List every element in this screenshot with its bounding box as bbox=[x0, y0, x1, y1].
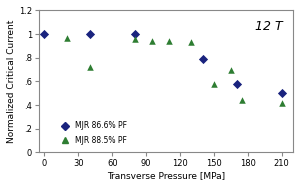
Point bbox=[132, 33, 137, 36]
Point bbox=[87, 66, 92, 69]
Point bbox=[240, 99, 244, 102]
Legend: MJR 86.6% PF, MJR 88.5% PF: MJR 86.6% PF, MJR 88.5% PF bbox=[55, 119, 130, 147]
Point bbox=[166, 40, 171, 43]
Point bbox=[189, 41, 194, 44]
X-axis label: Transverse Pressure [MPa]: Transverse Pressure [MPa] bbox=[107, 171, 225, 180]
Point bbox=[132, 37, 137, 40]
Point bbox=[149, 40, 154, 43]
Point bbox=[229, 68, 233, 71]
Point bbox=[42, 33, 47, 36]
Point bbox=[64, 36, 69, 39]
Y-axis label: Normalized Critical Current: Normalized Critical Current bbox=[7, 20, 16, 143]
Point bbox=[234, 83, 239, 86]
Point bbox=[87, 33, 92, 36]
Point bbox=[279, 101, 284, 104]
Point bbox=[212, 82, 216, 85]
Point bbox=[279, 92, 284, 95]
Point bbox=[200, 57, 205, 60]
Text: 12 T: 12 T bbox=[255, 20, 283, 33]
